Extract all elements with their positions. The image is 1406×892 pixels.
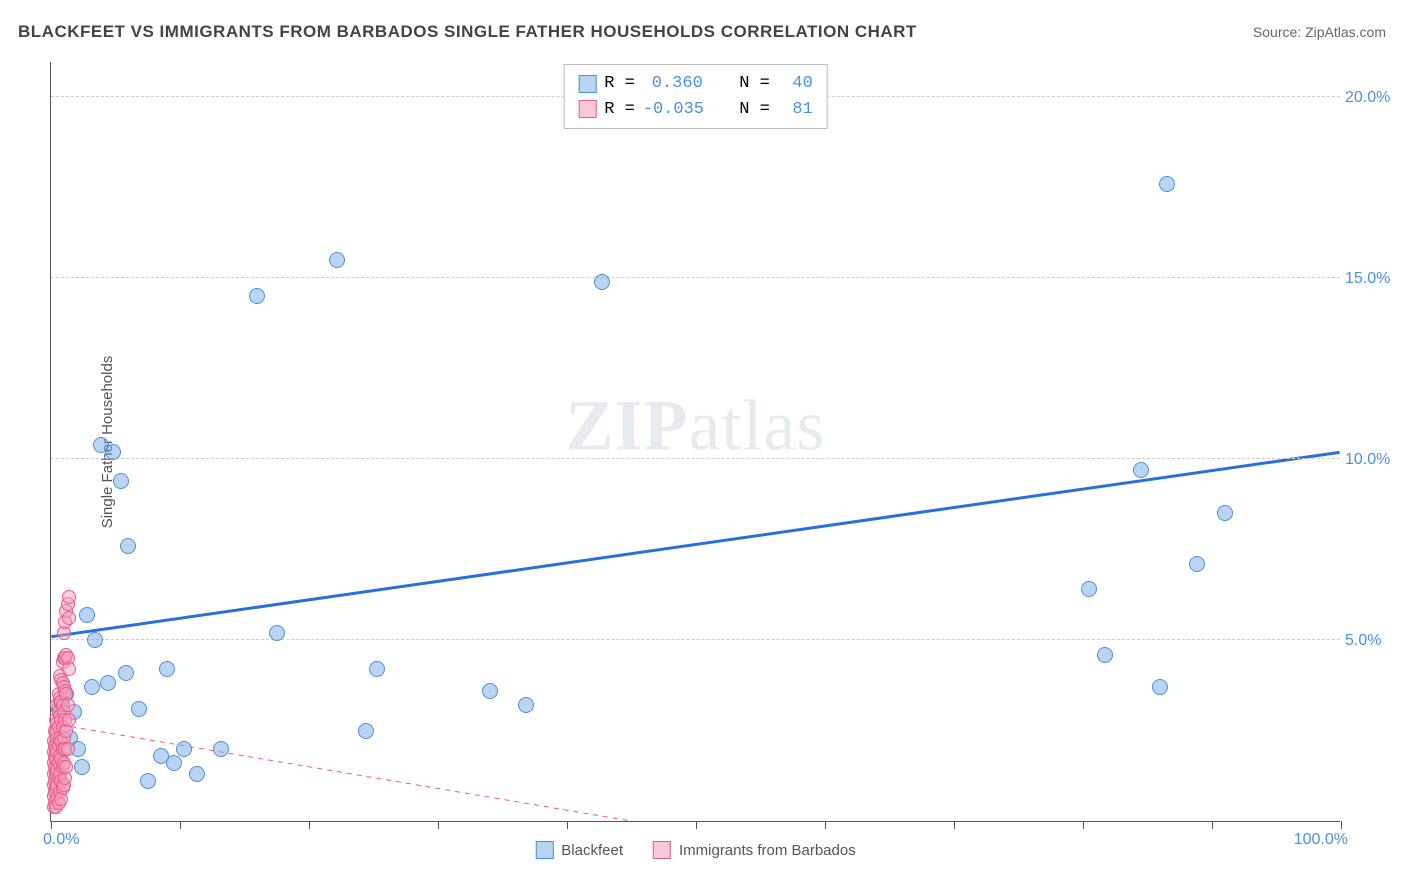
data-point xyxy=(62,662,76,676)
data-point xyxy=(1097,647,1113,663)
watermark: ZIPatlas xyxy=(566,385,826,468)
stat-r-pink: -0.035 xyxy=(643,97,703,123)
trend-lines xyxy=(51,62,1340,821)
x-tick xyxy=(309,821,310,829)
plot-area: Single Father Households ZIPatlas R = 0.… xyxy=(50,62,1340,822)
data-point xyxy=(594,274,610,290)
data-point xyxy=(105,444,121,460)
x-axis-min-label: 0.0% xyxy=(43,831,79,849)
x-axis-max-label: 100.0% xyxy=(1294,831,1348,849)
legend-label-blackfeet: Blackfeet xyxy=(561,842,623,859)
x-tick xyxy=(696,821,697,829)
legend-swatch-blue-icon xyxy=(535,841,553,859)
x-tick xyxy=(1341,821,1342,829)
data-point xyxy=(140,773,156,789)
x-tick xyxy=(1212,821,1213,829)
legend-label-barbados: Immigrants from Barbados xyxy=(679,842,856,859)
data-point xyxy=(482,683,498,699)
gridline xyxy=(51,458,1340,459)
stat-n-pink: 81 xyxy=(778,97,813,123)
stat-n-label: N = xyxy=(739,71,770,97)
x-tick xyxy=(180,821,181,829)
stat-r-blue: 0.360 xyxy=(643,71,703,97)
data-point xyxy=(62,590,76,604)
watermark-zip: ZIP xyxy=(566,386,689,466)
source-attribution: Source: ZipAtlas.com xyxy=(1253,24,1386,40)
stat-r-label: R = xyxy=(604,71,635,97)
legend-swatch-pink-icon xyxy=(653,841,671,859)
swatch-blue-icon xyxy=(578,75,596,93)
data-point xyxy=(84,679,100,695)
data-point xyxy=(120,538,136,554)
data-point xyxy=(518,697,534,713)
data-point xyxy=(131,701,147,717)
swatch-pink-icon xyxy=(578,100,596,118)
data-point xyxy=(1189,556,1205,572)
data-point xyxy=(100,675,116,691)
data-point xyxy=(1081,581,1097,597)
gridline xyxy=(51,639,1340,640)
data-point xyxy=(358,723,374,739)
x-tick xyxy=(825,821,826,829)
y-tick-label: 5.0% xyxy=(1345,632,1400,650)
watermark-atlas: atlas xyxy=(689,386,826,466)
y-tick-label: 20.0% xyxy=(1345,89,1400,107)
stat-n-blue: 40 xyxy=(778,71,813,97)
data-point xyxy=(176,741,192,757)
data-point xyxy=(79,607,95,623)
gridline xyxy=(51,277,1340,278)
data-point xyxy=(61,742,75,756)
data-point xyxy=(189,766,205,782)
x-tick xyxy=(51,821,52,829)
data-point xyxy=(59,760,73,774)
data-point xyxy=(329,252,345,268)
data-point xyxy=(62,611,76,625)
trend-line xyxy=(51,723,631,821)
data-point xyxy=(159,661,175,677)
stat-n-label-2: N = xyxy=(739,97,770,123)
data-point xyxy=(249,288,265,304)
data-point xyxy=(61,698,75,712)
data-point xyxy=(1152,679,1168,695)
x-tick xyxy=(438,821,439,829)
data-point xyxy=(87,632,103,648)
data-point xyxy=(74,759,90,775)
stats-box: R = 0.360 N = 40 R = -0.035 N = 81 xyxy=(563,64,828,129)
chart-title: BLACKFEET VS IMMIGRANTS FROM BARBADOS SI… xyxy=(18,22,917,42)
y-tick-label: 10.0% xyxy=(1345,451,1400,469)
trend-line xyxy=(51,452,1339,636)
data-point xyxy=(62,713,76,727)
data-point xyxy=(213,741,229,757)
legend-item-blackfeet: Blackfeet xyxy=(535,841,623,859)
x-tick xyxy=(1083,821,1084,829)
data-point xyxy=(1217,505,1233,521)
data-point xyxy=(369,661,385,677)
data-point xyxy=(166,755,182,771)
x-tick xyxy=(567,821,568,829)
data-point xyxy=(113,473,129,489)
y-tick-label: 15.0% xyxy=(1345,270,1400,288)
data-point xyxy=(1133,462,1149,478)
data-point xyxy=(1159,176,1175,192)
data-point xyxy=(269,625,285,641)
legend-item-barbados: Immigrants from Barbados xyxy=(653,841,856,859)
stat-r-label-2: R = xyxy=(604,97,635,123)
legend: Blackfeet Immigrants from Barbados xyxy=(535,841,855,859)
stats-row-blackfeet: R = 0.360 N = 40 xyxy=(578,71,813,97)
data-point xyxy=(118,665,134,681)
stats-row-barbados: R = -0.035 N = 81 xyxy=(578,97,813,123)
x-tick xyxy=(954,821,955,829)
